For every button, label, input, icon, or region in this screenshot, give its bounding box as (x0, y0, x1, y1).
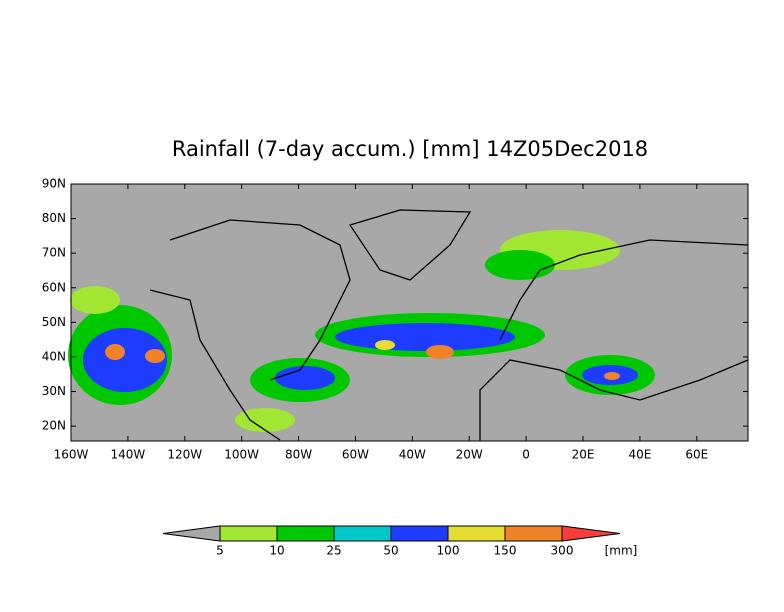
lon-tick-label: 80W (285, 448, 312, 462)
lon-tick-label: 120W (167, 448, 202, 462)
colorbar-label: 100 (437, 544, 460, 558)
map-title: Rainfall (7-day accum.) [mm] 14Z05Dec201… (172, 137, 648, 161)
lon-tick-label: 0 (522, 448, 530, 462)
colorbar-box (447, 525, 506, 542)
colorbar-box (390, 525, 449, 542)
lon-tick-label: 20W (456, 448, 483, 462)
colorbar-label: 10 (269, 544, 284, 558)
lat-tick-label: 70N (42, 246, 66, 260)
colorbar-label: 50 (383, 544, 398, 558)
map-background (71, 184, 748, 441)
lon-tick-label: 140W (111, 448, 146, 462)
colorbar-label: 150 (494, 544, 517, 558)
lat-tick-label: 80N (42, 211, 66, 225)
lat-tick-label: 20N (42, 419, 66, 433)
colorbar-label: 300 (551, 544, 574, 558)
rain-field (68, 230, 655, 432)
colorbar-box (276, 525, 335, 542)
lon-tick-label: 40W (399, 448, 426, 462)
lon-tick-label: 40E (628, 448, 651, 462)
lon-tick-label: 60E (685, 448, 708, 462)
lat-tick-label: 60N (42, 280, 66, 294)
coastlines (149, 209, 749, 441)
lon-tick-label: 20E (572, 448, 595, 462)
map (68, 183, 749, 442)
map-frame (70, 183, 749, 442)
lat-tick-label: 50N (42, 315, 66, 329)
lat-tick-label: 30N (42, 384, 66, 398)
colorbar-box (219, 525, 278, 542)
colorbar-box (333, 525, 392, 542)
lat-tick-label: 40N (42, 349, 66, 363)
map-axes: 90N 80N 70N 60N 50N 40N 30N 20N 160W 140W 120W 100W… (42, 177, 748, 462)
lon-tick-label: 160W (54, 448, 89, 462)
lon-tick-label: 60W (342, 448, 369, 462)
lat-tick-label: 90N (42, 177, 66, 191)
colorbar: 5 10 25 50 100 150 300 [mm] (162, 525, 638, 558)
colorbar-box (504, 525, 563, 542)
colorbar-label: 5 (216, 544, 224, 558)
colorbar-label: 25 (326, 544, 341, 558)
colorbar-end (561, 525, 621, 542)
lon-tick-label: 100W (224, 448, 259, 462)
colorbar-unit: [mm] (605, 544, 638, 558)
